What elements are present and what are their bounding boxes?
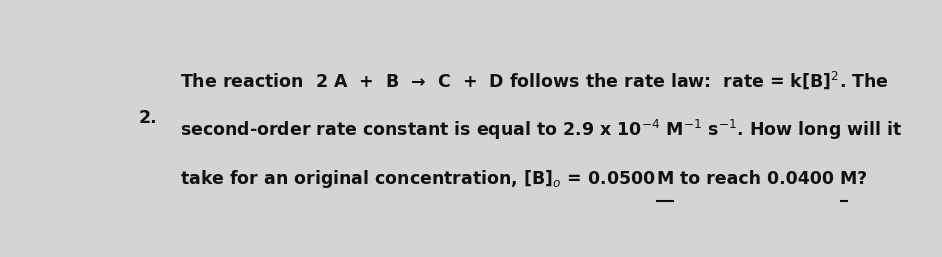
Text: second-order rate constant is equal to 2.9 x 10$^{-4}$ M$^{-1}$ s$^{-1}$. How lo: second-order rate constant is equal to 2…: [180, 118, 902, 142]
Text: to reach 0.0400: to reach 0.0400: [674, 170, 839, 188]
Text: ?: ?: [857, 170, 868, 188]
Text: take for an original concentration, [B]$_{o}$ = 0.0500: take for an original concentration, [B]$…: [180, 168, 657, 190]
Text: The reaction  2 A  +  B  →  C  +  D follows the rate law:  rate = k[B]$^{2}$. Th: The reaction 2 A + B → C + D follows the…: [180, 70, 888, 91]
Text: M: M: [657, 170, 674, 188]
Text: M: M: [839, 170, 857, 188]
Text: 2.: 2.: [138, 109, 156, 127]
